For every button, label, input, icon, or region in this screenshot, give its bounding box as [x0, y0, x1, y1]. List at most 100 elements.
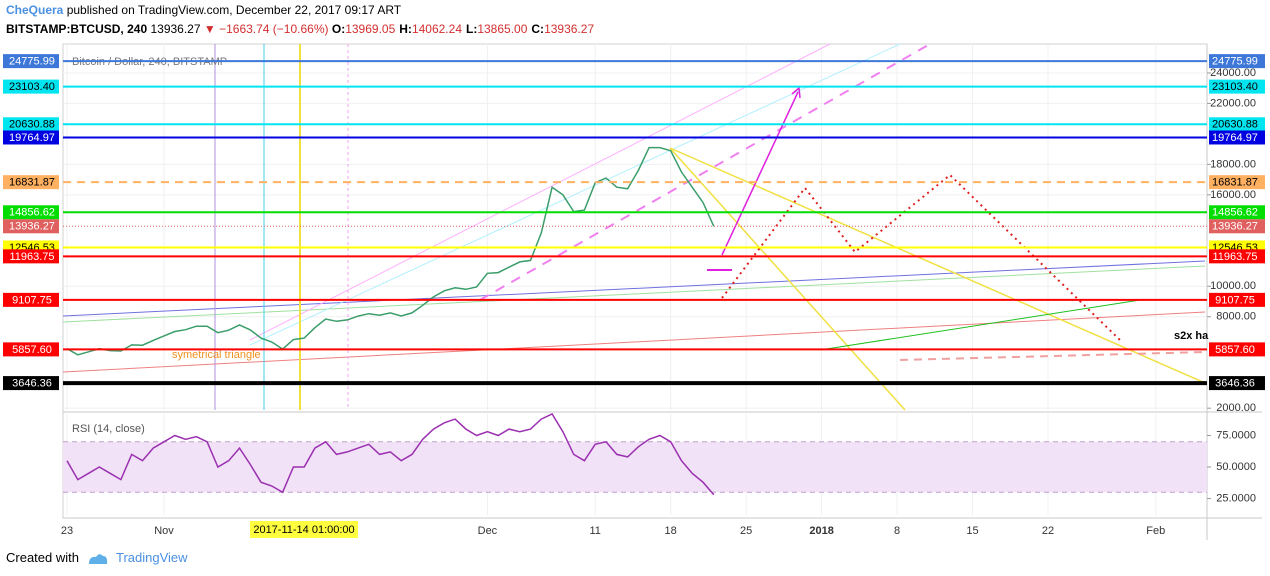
ohlc-value: 13936.27	[544, 22, 595, 36]
level-label: 24775.99	[1212, 56, 1258, 68]
footer: Created with TradingView	[6, 550, 188, 566]
x-tick-label: 2018	[809, 525, 833, 537]
ohlc-key: L:	[466, 22, 478, 36]
brand[interactable]: TradingView	[116, 550, 188, 565]
trend-line	[819, 299, 1141, 351]
trend-line	[62, 260, 1206, 317]
level-label-box	[1209, 130, 1265, 145]
level-label: 5857.60	[1215, 344, 1255, 356]
published: published on TradingView.com, December 2…	[66, 3, 402, 17]
level-label: 19764.97	[9, 132, 55, 144]
x-tick-label: Nov	[154, 525, 174, 537]
x-tick-label: 25	[740, 525, 752, 537]
annotation: s2x ha	[1174, 330, 1209, 342]
symbol: BITSTAMP:BTCUSD, 240	[6, 22, 148, 36]
trend-line	[62, 265, 1206, 323]
author[interactable]: CheQuera	[6, 3, 64, 17]
level-label: 14856.62	[1212, 207, 1258, 219]
trend-line	[249, 43, 831, 341]
level-label: 20630.88	[1212, 119, 1258, 131]
logo	[88, 553, 107, 564]
level-label: 20630.88	[9, 119, 55, 131]
last-price: 13936.27	[150, 22, 201, 36]
x-tick-label: 15	[966, 525, 978, 537]
x-tick-label: Feb	[1146, 525, 1165, 537]
level-label: 19764.97	[1212, 132, 1258, 144]
x-tick-label: 11	[590, 525, 601, 537]
level-label: 3646.36	[12, 377, 52, 389]
level-label-box	[1209, 205, 1265, 220]
trend-line	[669, 147, 1206, 384]
level-label: 23103.40	[1212, 81, 1258, 93]
ohlc-key: O:	[331, 22, 346, 36]
level-label-box	[3, 175, 59, 190]
level-label-box	[1209, 376, 1265, 391]
level-label-box	[3, 79, 59, 94]
level-label: 3646.36	[1215, 377, 1255, 389]
level-label-box	[3, 342, 59, 357]
y-tick-label: 22000.00	[1210, 97, 1256, 109]
chart: Bitcoin / Dollar, 240, BITSTAMP RSI (14,…	[3, 43, 1265, 540]
level-label: 11963.75	[9, 251, 54, 263]
level-label-box	[3, 249, 59, 264]
level-label: 11963.75	[1212, 251, 1257, 263]
level-label: 14856.62	[9, 207, 55, 219]
trend-line	[62, 311, 1206, 373]
x-tick-label: 23	[61, 525, 73, 537]
level-label: 9107.75	[12, 294, 52, 306]
level-label-box	[1209, 175, 1265, 190]
ohlc-value: 14062.24	[411, 22, 462, 36]
level-label-box	[3, 376, 59, 391]
arrow	[721, 91, 799, 256]
trend-line	[479, 43, 931, 301]
level-label-box	[3, 117, 59, 132]
trend-line	[249, 43, 901, 346]
x-tick-label: Dec	[478, 525, 498, 537]
level-label-box	[1209, 117, 1265, 132]
arrow-head	[791, 86, 801, 99]
level-label: 23103.40	[9, 81, 55, 93]
level-label-box	[3, 292, 59, 307]
price-line	[66, 146, 715, 356]
ohlc-value: 13865.00	[477, 22, 528, 36]
created-with: Created with	[6, 550, 79, 565]
level-label: 9107.75	[1215, 294, 1255, 306]
x-tick-label: 18	[665, 525, 677, 537]
ohlc-key: H:	[399, 22, 412, 36]
level-label: 24775.99	[9, 56, 55, 68]
level-label: 13936.27	[9, 221, 55, 233]
annotation: symetrical triangle	[172, 349, 261, 361]
y-tick-label: 50.0000	[1216, 461, 1256, 473]
change: ▼ −1663.74 (−10.66%)	[203, 22, 329, 36]
level-label-box	[1209, 292, 1265, 307]
level-label: 13936.27	[1212, 221, 1258, 233]
level-label-box	[1209, 54, 1265, 69]
level-label-box	[3, 54, 59, 69]
level-label: 16831.87	[9, 177, 55, 189]
x-tick-label: 22	[1042, 525, 1054, 537]
price-line	[66, 413, 715, 496]
level-label-box	[3, 219, 59, 234]
level-label: 16831.87	[1212, 177, 1258, 189]
rsi-title: RSI (14, close)	[72, 423, 145, 435]
trend-line	[669, 147, 906, 411]
y-tick-label: 2000.00	[1216, 402, 1256, 414]
y-tick-label: 24000.00	[1210, 67, 1256, 79]
level-label-box	[3, 205, 59, 220]
trend-line	[899, 351, 1206, 361]
y-tick-label: 10000.00	[1210, 280, 1256, 292]
x-tick-label: 8	[894, 525, 900, 537]
crosshair-label: 2017-11-14 01:00:00	[253, 524, 354, 536]
publish-line: CheQuera published on TradingView.com, D…	[6, 3, 401, 17]
ohlc-value: 13969.05	[345, 22, 396, 36]
y-tick-label: 18000.00	[1210, 158, 1256, 170]
drawings	[62, 43, 1206, 411]
projection-path	[721, 173, 1121, 341]
ohlc: O:13969.05 H:14062.24 L:13865.00 C:13936.27	[332, 22, 598, 36]
level-label: 5857.60	[12, 344, 52, 356]
y-tick-label: 8000.00	[1216, 311, 1256, 323]
ohlc-key: C:	[531, 22, 545, 36]
level-label-box	[1209, 342, 1265, 357]
y-tick-label: 75.0000	[1216, 429, 1256, 441]
